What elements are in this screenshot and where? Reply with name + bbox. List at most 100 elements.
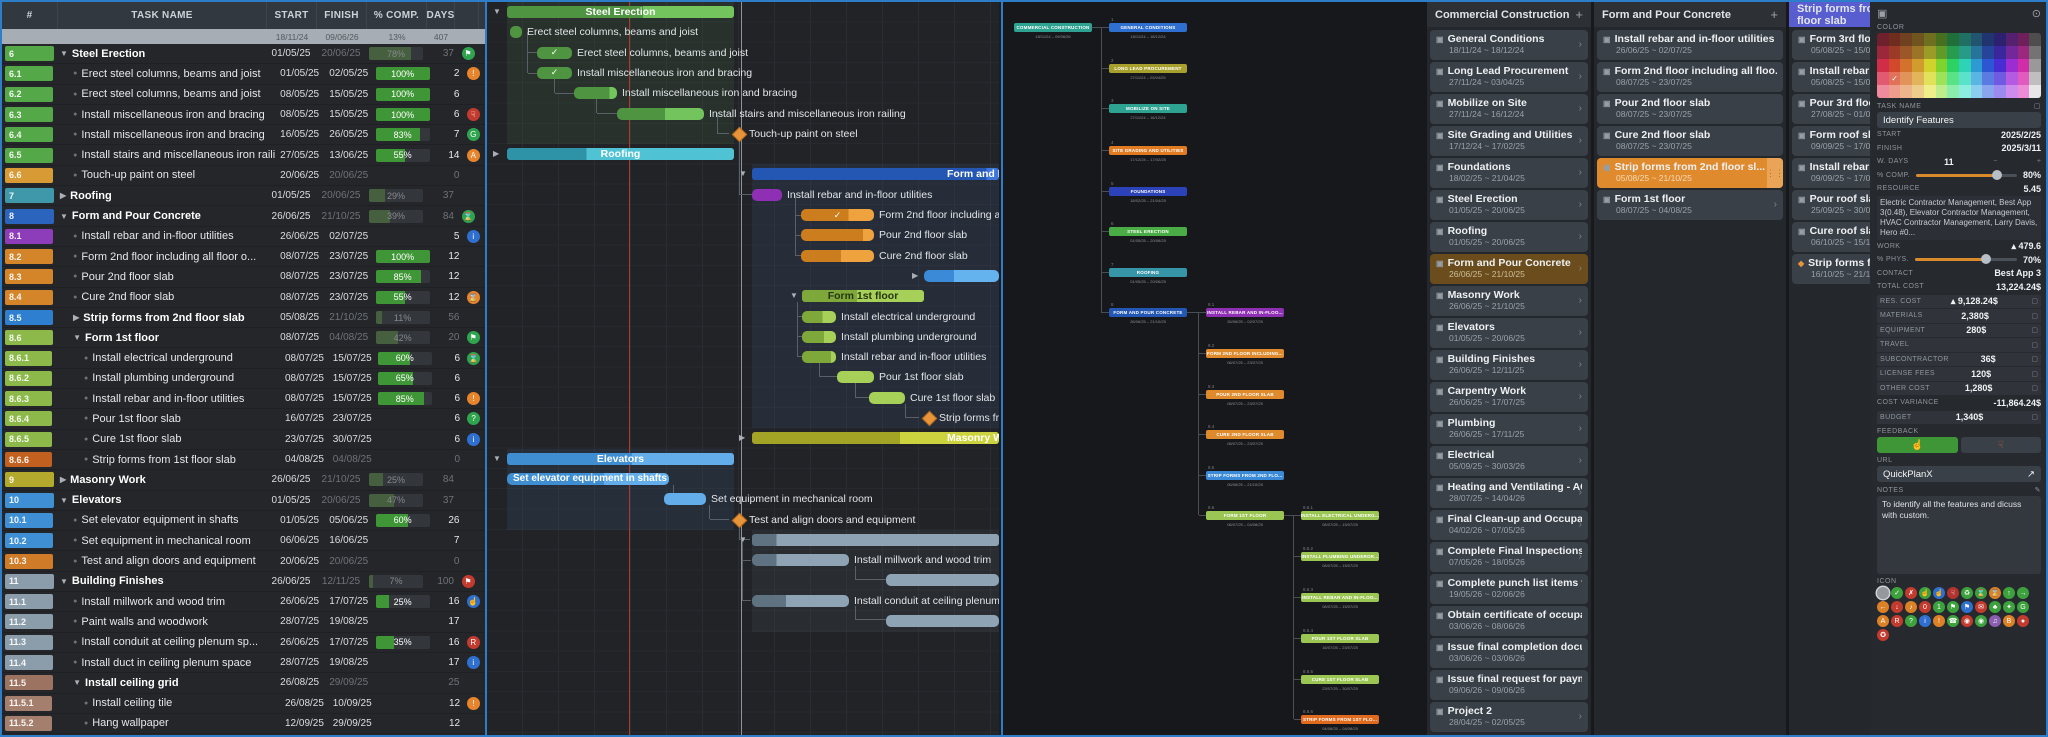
icon-option[interactable]: ⌛ <box>1989 587 2001 599</box>
task-name-cell[interactable]: ● Pour 2nd floor slab <box>73 270 174 283</box>
table-row[interactable]: 11.2 ● Paint walls and woodwork 28/07/25 19/… <box>2 612 485 633</box>
task-bar[interactable] <box>802 310 836 323</box>
color-swatch[interactable] <box>2029 33 2041 46</box>
color-swatch[interactable] <box>2017 85 2030 98</box>
wbs-node-box[interactable]: GENERAL CONDITIONS <box>1109 23 1187 32</box>
gantt-expand-arrow-icon[interactable]: ▼ <box>739 534 747 544</box>
icon-option[interactable]: G <box>2017 601 2029 613</box>
color-swatch[interactable] <box>1900 85 1913 98</box>
color-swatch[interactable] <box>1935 46 1948 59</box>
icon-option[interactable]: ♪ <box>1905 601 1917 613</box>
gantt-expand-arrow-icon[interactable]: ▼ <box>739 169 747 179</box>
wbs-node[interactable]: 8.6.1 INSTALL ELECTRICAL UNDERG... 08/07/2… <box>1301 505 1379 527</box>
kanban-card[interactable]: ▣ Steel Erection 01/05/25 ~ 20/06/25 › <box>1430 190 1588 220</box>
chevron-right-icon[interactable]: › <box>1578 551 1582 562</box>
task-checkbox-icon[interactable]: ▣ <box>1603 34 1611 44</box>
color-swatch[interactable] <box>1923 59 1936 72</box>
summary-bar[interactable] <box>752 168 999 181</box>
cost-checkbox-icon[interactable]: ▢ <box>2031 414 2038 422</box>
color-swatch[interactable] <box>1888 59 1901 72</box>
icon-option[interactable] <box>1877 587 1889 599</box>
kanban-card[interactable]: ▣ Form 1st floor 08/07/25 ~ 04/08/25 › <box>1597 190 1783 220</box>
add-card-button[interactable]: + <box>1575 7 1583 22</box>
color-swatch[interactable] <box>1877 59 1889 72</box>
chevron-right-icon[interactable]: › <box>1578 39 1582 50</box>
kanban-card[interactable]: ▣ Plumbing 26/06/25 ~ 17/11/25 › <box>1430 414 1588 444</box>
chevron-right-icon[interactable]: › <box>1578 487 1582 498</box>
icon-option[interactable]: ♣ <box>1989 601 2001 613</box>
task-bar[interactable] <box>802 330 836 343</box>
row-id-chip[interactable]: 8.6.1 <box>5 350 52 366</box>
row-id-chip[interactable]: 9 <box>5 472 54 488</box>
cost-checkbox-icon[interactable]: ▢ <box>2031 370 2038 378</box>
chevron-right-icon[interactable]: › <box>1578 519 1582 530</box>
task-name-cell[interactable]: ● Install rebar and in-floor utilities <box>83 392 245 405</box>
status-badge-icon[interactable]: ? <box>467 412 481 426</box>
kanban-card[interactable]: ▣ Strip forms from 2nd floor sl... 05/08/2… <box>1597 158 1784 188</box>
row-id-chip[interactable]: 11.5.1 <box>5 695 52 711</box>
chevron-right-icon[interactable]: › <box>1578 327 1582 338</box>
task-checkbox-icon[interactable]: ▣ <box>1436 482 1444 492</box>
table-row[interactable]: 10.3 ● Test and align doors and equipment 2… <box>2 551 485 572</box>
kanban-column-header[interactable]: Form and Pour Concrete + <box>1594 2 1786 27</box>
row-id-chip[interactable]: 6.5 <box>5 147 54 163</box>
color-swatch[interactable] <box>2005 33 2018 46</box>
col-header-num[interactable]: # <box>2 2 58 29</box>
kanban-card[interactable]: ▣Issue final completion documen...03/06/… <box>1430 638 1588 668</box>
color-swatch[interactable] <box>1900 46 1913 59</box>
task-name-cell[interactable]: ● Set equipment in mechanical room <box>73 534 251 547</box>
color-swatch[interactable] <box>1947 85 1959 98</box>
task-checkbox-icon[interactable]: ▣ <box>1798 226 1806 236</box>
chevron-right-icon[interactable]: › <box>1578 423 1582 434</box>
task-checkbox-icon[interactable]: ▣ <box>1436 290 1444 300</box>
color-swatch[interactable] <box>2029 72 2041 85</box>
icon-option[interactable]: ✓ <box>1891 587 1903 599</box>
row-id-chip[interactable]: 11.1 <box>5 594 54 610</box>
table-row[interactable]: 11.3 ● Install conduit at ceiling plenum s… <box>2 633 485 653</box>
status-badge-icon[interactable]: ⚑ <box>461 574 475 588</box>
wbs-node-box[interactable]: POUR 1ST FLOOR SLAB <box>1301 634 1379 643</box>
notes-textarea[interactable]: To identify all the features and dicuss … <box>1877 496 2041 574</box>
task-checkbox-icon[interactable]: ▣ <box>1436 674 1444 684</box>
row-id-chip[interactable]: 11.3 <box>5 634 54 650</box>
kanban-card[interactable]: ▣ Heating and Ventilating - AC 28/07/25 ~ … <box>1430 478 1588 508</box>
task-bar[interactable] <box>802 351 836 364</box>
task-name-cell[interactable]: ▶ Masonry Work <box>60 473 146 486</box>
thumbs-up-button[interactable]: ☝ <box>1877 437 1958 453</box>
icon-option[interactable]: ✉ <box>1975 601 1987 613</box>
wbs-node-box[interactable]: COMMERCIAL CONSTRUCTION <box>1014 23 1092 32</box>
color-swatch[interactable] <box>1912 85 1924 98</box>
color-swatch[interactable] <box>2029 46 2041 59</box>
row-id-chip[interactable]: 7 <box>5 188 54 204</box>
task-bar[interactable] <box>510 26 522 39</box>
chevron-right-icon[interactable]: › <box>1578 711 1582 722</box>
cost-checkbox-icon[interactable]: ▢ <box>2031 327 2038 335</box>
wbs-node[interactable]: 8.1 INSTALL REBAR AND IN-FLOO... 26/06/25 … <box>1206 302 1284 324</box>
task-bar[interactable]: ✓ <box>537 66 572 79</box>
task-name-cell[interactable]: ● Strip forms from 1st floor slab <box>83 453 236 466</box>
row-id-chip[interactable]: 11 <box>5 573 54 589</box>
gantt-expand-arrow-icon[interactable]: ▼ <box>493 7 501 16</box>
task-checkbox-icon[interactable]: ▣ <box>1603 98 1611 108</box>
row-id-chip[interactable]: 8.6.6 <box>5 452 52 468</box>
task-name-input[interactable]: Identify Features <box>1877 112 2041 128</box>
kanban-card[interactable]: ▣ Mobilize on Site 27/11/24 ~ 16/12/24 › <box>1430 94 1588 124</box>
gantt-expand-arrow-icon[interactable]: ▶ <box>493 149 500 159</box>
stepper-plus-button[interactable]: + <box>2036 158 2041 166</box>
field-resource[interactable]: RESOURCE 5.45 <box>1877 182 2041 196</box>
color-swatch[interactable] <box>2005 46 2018 59</box>
task-name-cell[interactable]: ● Cure 2nd floor slab <box>73 291 175 304</box>
table-row[interactable]: 8.6.3 ● Install rebar and in-floor utiliti… <box>2 389 485 410</box>
icon-option[interactable]: ! <box>1933 615 1945 627</box>
task-name-cell[interactable]: ● Cure 1st floor slab <box>83 433 182 446</box>
status-badge-icon[interactable]: R <box>466 635 480 649</box>
table-row[interactable]: 8.1 ● Install rebar and in-floor utilities… <box>2 227 485 247</box>
table-row[interactable]: 6.2 ● Erect steel columns, beams and joist… <box>2 85 485 105</box>
status-badge-icon[interactable]: ☝ <box>466 595 480 609</box>
chevron-right-icon[interactable]: › <box>1578 295 1582 306</box>
table-row[interactable]: 8.6.1 ● Install electrical underground 08/0… <box>2 348 485 369</box>
kanban-card[interactable]: ▣ Cure 2nd floor slab 08/07/25 ~ 23/07/25 <box>1597 126 1783 156</box>
table-row[interactable]: 7 ▶ Roofing 01/05/25 20/06/25 29% 37 <box>2 186 485 207</box>
task-checkbox-icon[interactable]: ▣ <box>1798 130 1806 140</box>
wbs-node[interactable]: 8.6.2 INSTALL PLUMBING UNDERGR... 08/07/25… <box>1301 546 1379 568</box>
